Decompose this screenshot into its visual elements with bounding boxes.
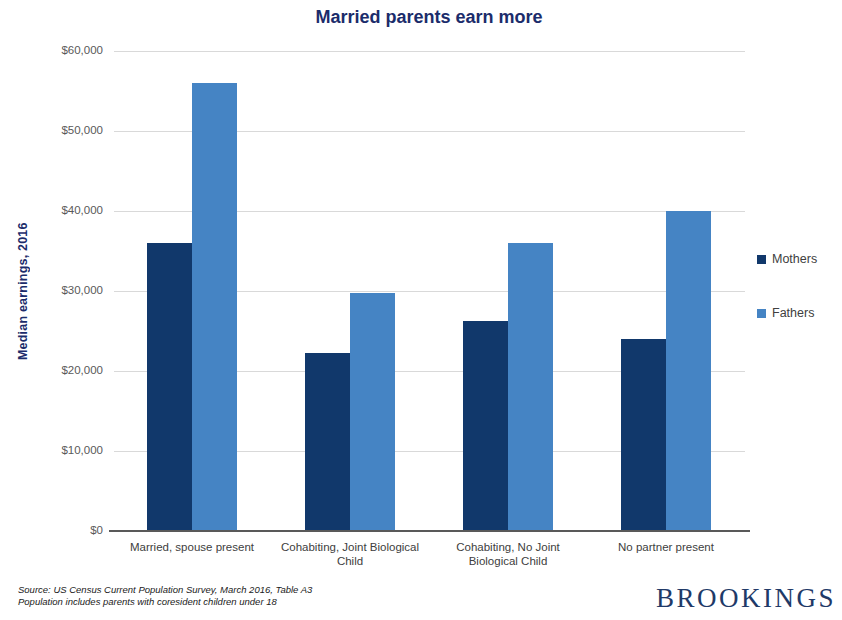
legend-swatch-icon	[757, 309, 766, 318]
legend-swatch-icon	[757, 255, 766, 264]
x-category-label: No partner present	[587, 540, 745, 568]
legend-item-fathers: Fathers	[757, 306, 817, 320]
chart-page: Married parents earn more Median earning…	[0, 0, 842, 620]
source-line-1: Source: US Census Current Population Sur…	[18, 584, 312, 596]
y-tick-label: $20,000	[3, 364, 103, 376]
y-tick-label: $10,000	[3, 444, 103, 456]
brookings-logo: BROOKINGS	[656, 583, 836, 614]
bar-group-1	[113, 51, 271, 531]
bar-group-2	[271, 51, 429, 531]
legend-label: Fathers	[772, 306, 814, 320]
x-axis-line	[109, 530, 750, 532]
legend: Mothers Fathers	[757, 252, 817, 360]
x-axis-labels: Married, spouse presentCohabiting, Joint…	[113, 540, 745, 568]
source-line-2: Population includes parents with coresid…	[18, 596, 312, 608]
legend-label: Mothers	[772, 252, 817, 266]
x-category-label: Married, spouse present	[113, 540, 271, 568]
bar-mothers-3	[463, 321, 508, 531]
y-tick-label: $0	[3, 524, 103, 536]
legend-item-mothers: Mothers	[757, 252, 817, 266]
x-category-label: Cohabiting, No Joint Biological Child	[429, 540, 587, 568]
bar-fathers-1	[192, 83, 237, 531]
source-note: Source: US Census Current Population Sur…	[18, 584, 312, 608]
bar-fathers-2	[350, 293, 395, 531]
bar-mothers-2	[305, 353, 350, 531]
bar-group-4	[587, 51, 745, 531]
y-tick-label: $60,000	[3, 44, 103, 56]
y-tick-label: $50,000	[3, 124, 103, 136]
bar-fathers-3	[508, 243, 553, 531]
bar-mothers-4	[621, 339, 666, 531]
bar-group-3	[429, 51, 587, 531]
chart-title: Married parents earn more	[113, 7, 745, 28]
bar-mothers-1	[147, 243, 192, 531]
plot-area: $60,000$50,000$40,000$30,000$20,000$10,0…	[113, 51, 745, 531]
bar-fathers-4	[666, 211, 711, 531]
y-tick-label: $30,000	[3, 284, 103, 296]
x-category-label: Cohabiting, Joint Biological Child	[271, 540, 429, 568]
bar-groups	[113, 51, 745, 531]
y-tick-label: $40,000	[3, 204, 103, 216]
